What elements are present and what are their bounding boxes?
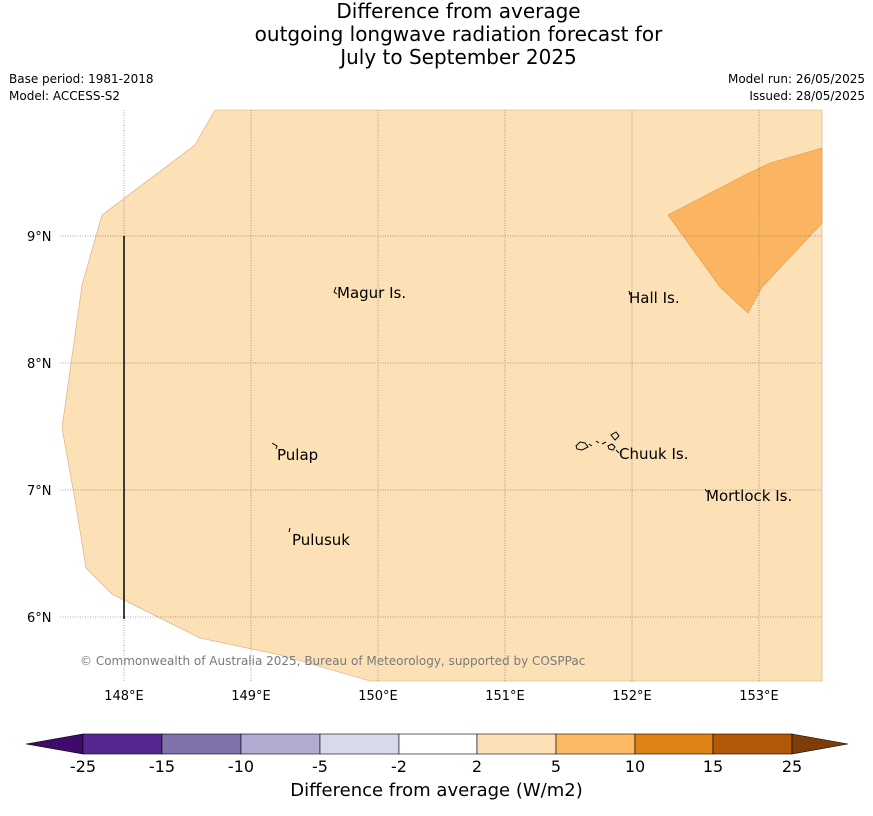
island-magur — [333, 286, 338, 295]
place-label-pulusuk: Pulusuk — [292, 531, 350, 549]
colorbar — [25, 733, 849, 755]
chart-title: Difference from average outgoing longwav… — [0, 0, 873, 69]
place-label-chuuk: Chuuk Is. — [619, 445, 688, 463]
colorbar-label: Difference from average (W/m2) — [290, 780, 583, 801]
lat-labels: 9°N 8°N 7°N 6°N — [27, 230, 52, 626]
island-hall — [628, 290, 631, 296]
place-label-pulap: Pulap — [277, 446, 318, 464]
colorbar-tick: 5 — [551, 757, 561, 776]
title-line-1: Difference from average — [336, 0, 581, 23]
colorbar-extend-low — [25, 733, 84, 755]
colorbar-tick: -15 — [149, 757, 175, 776]
colorbar-tick: -10 — [228, 757, 254, 776]
lon-label-153e: 153°E — [739, 689, 779, 704]
colorbar-tick: -25 — [70, 757, 96, 776]
title-line-3: July to September 2025 — [340, 45, 577, 69]
place-label-magur: Magur Is. — [337, 284, 406, 302]
colorbar-bin-9 — [712, 733, 793, 755]
colorbar-bin-4 — [319, 733, 400, 755]
model-name: Model: ACCESS-S2 — [9, 89, 121, 103]
colorbar-bin-6 — [476, 733, 557, 755]
map-gridlines — [60, 110, 822, 681]
lat-label-7n: 7°N — [27, 484, 52, 499]
colorbar-extend-high — [791, 733, 849, 755]
lon-label-150e: 150°E — [358, 689, 398, 704]
lon-label-151e: 151°E — [485, 689, 525, 704]
forecast-region-orange — [667, 147, 823, 314]
lat-label-9n: 9°N — [27, 230, 52, 245]
colorbar-bin-5 — [398, 733, 478, 755]
place-label-mortlock: Mortlock Is. — [706, 487, 792, 505]
meta-right: Model run: 26/05/2025 Issued: 28/05/2025 — [728, 71, 865, 105]
lon-label-148e: 148°E — [104, 689, 144, 704]
colorbar-tick: 2 — [472, 757, 482, 776]
meta-left: Base period: 1981-2018 Model: ACCESS-S2 — [9, 71, 154, 105]
colorbar-tick: 25 — [782, 757, 802, 776]
place-labels: Magur Is. Hall Is. Pulap Chuuk Is. Mortl… — [277, 284, 792, 549]
colorbar-tick: 15 — [703, 757, 723, 776]
island-pulusuk — [288, 527, 291, 533]
lon-label-152e: 152°E — [612, 689, 652, 704]
colorbar-tick: 10 — [625, 757, 645, 776]
island-pulap — [271, 442, 278, 450]
island-outlines — [271, 286, 708, 533]
model-run: Model run: 26/05/2025 — [727, 72, 865, 86]
title-line-2: outgoing longwave radiation forecast for — [254, 22, 663, 46]
colorbar-tick: -5 — [312, 757, 328, 776]
colorbar-bin-2 — [161, 733, 242, 755]
colorbar-bin-7 — [555, 733, 636, 755]
issued-date: Issued: 28/05/2025 — [749, 89, 865, 103]
lon-labels: 148°E 149°E 150°E 151°E 152°E 153°E — [104, 689, 779, 704]
copyright-note: © Commonwealth of Australia 2025, Bureau… — [80, 654, 585, 668]
colorbar-bin-8 — [634, 733, 714, 755]
lat-label-6n: 6°N — [27, 611, 52, 626]
lat-label-8n: 8°N — [27, 357, 52, 372]
island-mortlock — [704, 488, 708, 493]
colorbar-tick: -2 — [391, 757, 407, 776]
island-chuuk — [575, 431, 620, 454]
colorbar-bin-3 — [240, 733, 321, 755]
place-label-hall: Hall Is. — [629, 289, 680, 307]
base-period: Base period: 1981-2018 — [9, 72, 154, 86]
colorbar-bin-1 — [82, 733, 163, 755]
lon-label-149e: 149°E — [231, 689, 271, 704]
colorbar-ticks: -25 -15 -10 -5 -2 2 5 10 15 25 — [70, 757, 802, 776]
